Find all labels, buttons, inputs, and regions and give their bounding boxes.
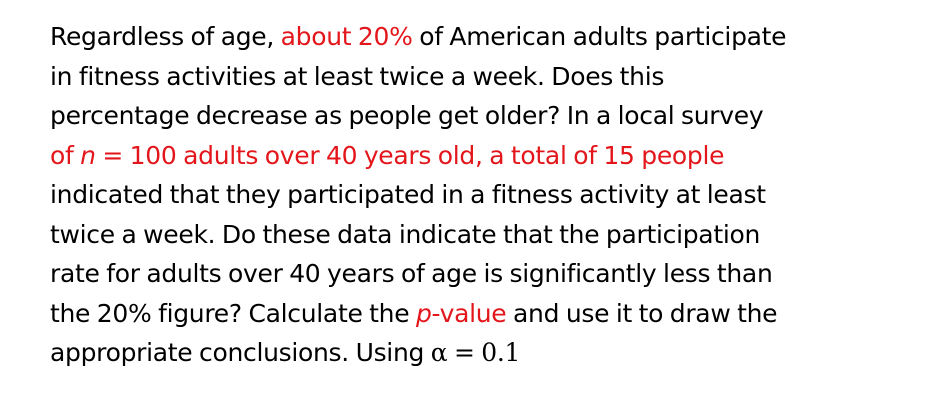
text-segment: of — [50, 140, 81, 170]
problem-line-6: twice a week. Do these data indicate tha… — [50, 219, 761, 249]
problem-line-9: appropriate conclusions. Using α = 0.1 — [50, 333, 930, 373]
problem-line-1: Regardless of age, about 20% of American… — [50, 17, 930, 57]
text-segment: Regardless of age, — [50, 22, 281, 51]
problem-line-7: rate for adults over 40 years of age is … — [50, 259, 773, 288]
problem-line-8: the 20% figure? Calculate the p-value an… — [50, 294, 930, 334]
sample-size-variable: n — [80, 140, 96, 170]
text-segment: and use it to draw the — [506, 298, 778, 328]
problem-line-2: in fitness activities at least twice a w… — [50, 61, 665, 91]
problem-line-5: indicated that they participated in a fi… — [50, 180, 766, 209]
problem-line-3: percentage decrease as people get older?… — [50, 101, 764, 130]
p-value-term: -value — [431, 298, 507, 328]
text-segment: appropriate conclusions. Using — [50, 338, 431, 367]
problem-line-4: of n = 100 adults over 40 years old, a t… — [50, 136, 930, 176]
alpha-equation: α = 0.1 — [430, 338, 521, 367]
highlight-percentage: about 20% — [280, 22, 413, 51]
text-segment: of American adults participate — [412, 22, 787, 51]
p-variable: p — [415, 298, 432, 328]
problem-text: Regardless of age, about 20% of American… — [50, 17, 930, 373]
text-segment: = 100 adults over 40 years old, a total … — [95, 140, 725, 170]
text-segment: the 20% figure? Calculate the — [50, 298, 416, 328]
